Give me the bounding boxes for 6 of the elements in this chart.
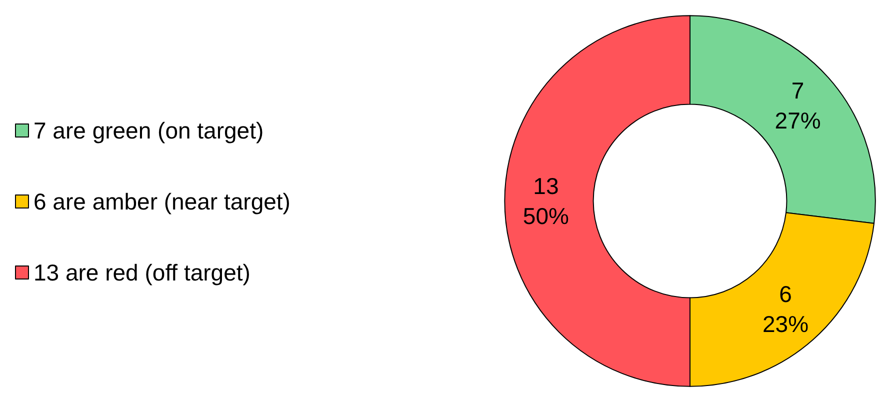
data-label: 13 50% xyxy=(522,173,569,229)
data-label: 7 27% xyxy=(774,77,821,134)
data-label: 6 23% xyxy=(762,280,809,337)
legend-label: 7 are green (on target) xyxy=(34,118,264,144)
legend-label: 13 are red (off target) xyxy=(34,260,250,286)
legend-label: 6 are amber (near target) xyxy=(34,188,290,214)
